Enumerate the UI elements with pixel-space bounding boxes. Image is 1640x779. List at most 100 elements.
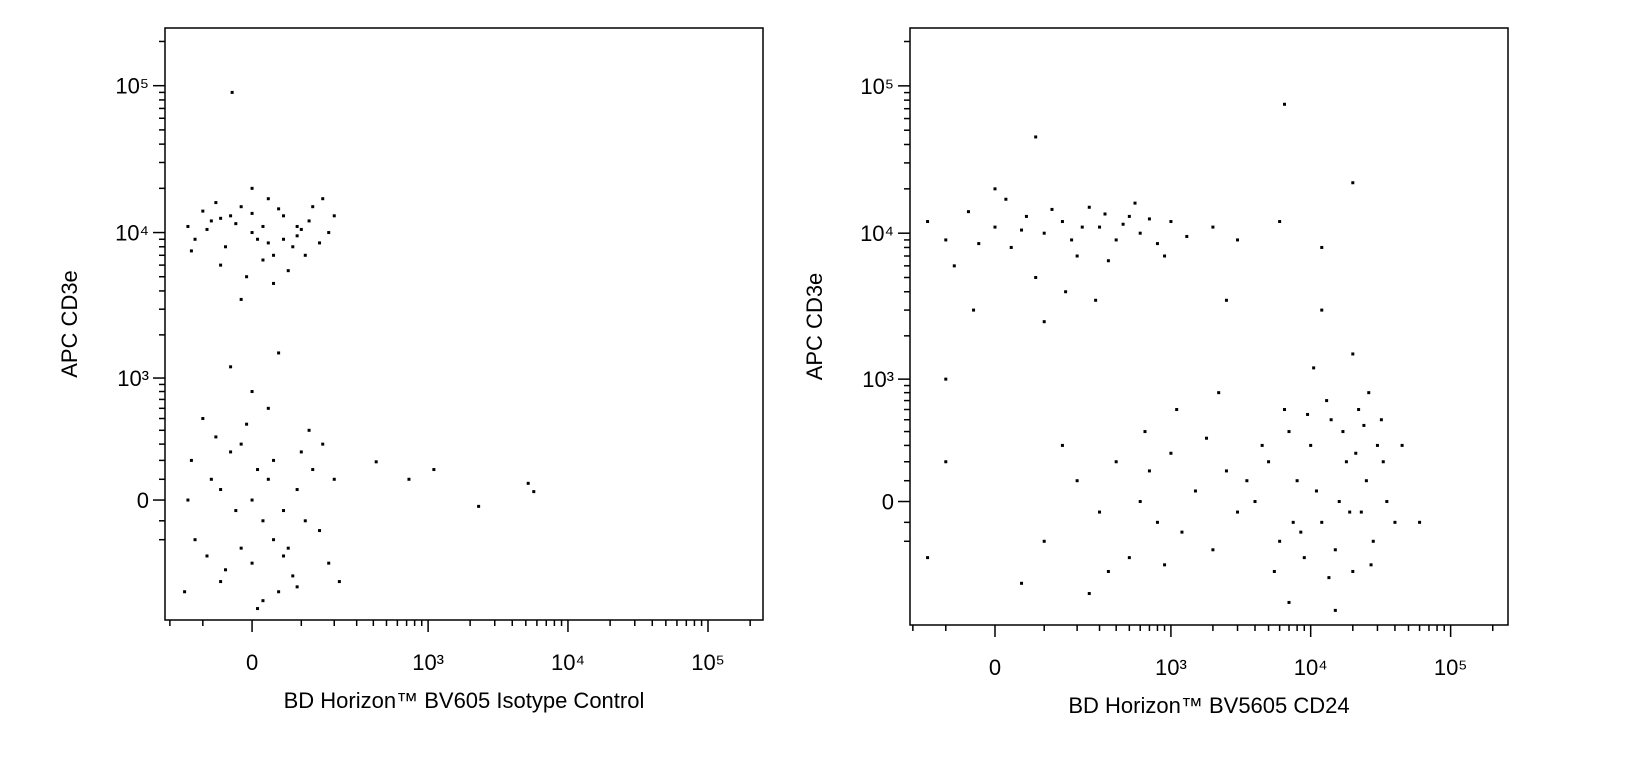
dot [1004,197,1008,201]
dot [1357,408,1361,412]
dot [250,211,254,215]
dot [374,460,378,464]
x-axis-label: BD Horizon™ BV5605 CD24 [1068,693,1349,718]
dot [1205,436,1209,440]
dot [295,585,299,589]
dot [229,214,233,218]
dot [311,468,315,472]
dot [1024,214,1028,218]
dot [1147,217,1151,221]
dot [256,468,260,472]
dot [1236,510,1240,514]
x-tick-label: 10⁴ [1294,655,1328,680]
dot [1224,469,1228,473]
dot [1299,530,1303,534]
y-tick-label: 10⁵ [860,74,894,99]
dot [219,580,223,584]
dot [1087,205,1091,209]
dot [1320,520,1324,524]
dot [1070,238,1074,242]
dot [282,509,286,513]
x-tick-label: 10⁵ [1434,655,1468,680]
dot [1080,225,1084,229]
dot [1320,245,1324,249]
dot [303,519,307,523]
x-tick-label: 10⁵ [691,650,725,675]
dot [193,237,197,241]
dot [327,231,331,235]
dot [1009,245,1013,249]
dot [183,590,187,594]
dot [952,264,956,268]
dot [1133,201,1137,205]
dot [332,477,336,481]
dot [1253,500,1257,504]
dot [299,227,303,231]
dot [1020,228,1024,232]
y-tick-label: 10³ [117,366,149,391]
dot [205,554,209,558]
dot [1103,212,1107,216]
dot [1348,510,1352,514]
dot [1283,408,1287,412]
x-tick-label: 10³ [1155,655,1187,680]
dot [282,554,286,558]
dot [1351,569,1355,573]
dot [1309,443,1313,447]
dot [1278,539,1282,543]
dot [1337,500,1341,504]
dot [193,538,197,542]
y-tick-label: 10⁴ [860,221,894,246]
dot [1344,460,1348,464]
dot [1359,510,1363,514]
x-tick-label: 0 [246,650,258,675]
y-tick-label: 0 [882,490,894,515]
dot [1211,548,1215,552]
dot [1217,391,1221,395]
dot [250,561,254,565]
dot [272,253,276,257]
dot [224,568,228,572]
dot [266,241,270,245]
y-axis-label: APC CD3e [802,273,827,381]
plot-frame [164,27,764,621]
dot [277,207,281,211]
dot [966,210,970,214]
dot [266,406,270,410]
dot [307,219,311,223]
dot [1060,443,1064,447]
dot [318,529,322,533]
dot [972,308,976,312]
dot [1260,443,1264,447]
dot [1236,238,1240,242]
dot [250,390,254,394]
dot [1163,563,1167,567]
dot [239,442,243,446]
dot [245,275,249,279]
dot [1306,412,1310,416]
dot [303,253,307,257]
dot [944,377,948,381]
dot [977,242,981,246]
dot [432,468,436,472]
dot [299,450,303,454]
dot [337,580,341,584]
y-tick-label: 10⁴ [115,221,149,246]
dot [1295,479,1299,483]
dot [266,477,270,481]
dot [1364,479,1368,483]
dot [1193,489,1197,493]
dot [1034,135,1038,139]
dot [1327,576,1331,580]
dot [1351,181,1355,185]
dot [1042,231,1046,235]
dot [229,365,233,369]
plot-frame [909,27,1509,626]
dot [209,477,213,481]
dot [1169,220,1173,224]
x-tick-label: 10³ [412,650,444,675]
dot [201,209,205,213]
dot [1369,563,1373,567]
dot [1042,539,1046,543]
dot [224,245,228,249]
